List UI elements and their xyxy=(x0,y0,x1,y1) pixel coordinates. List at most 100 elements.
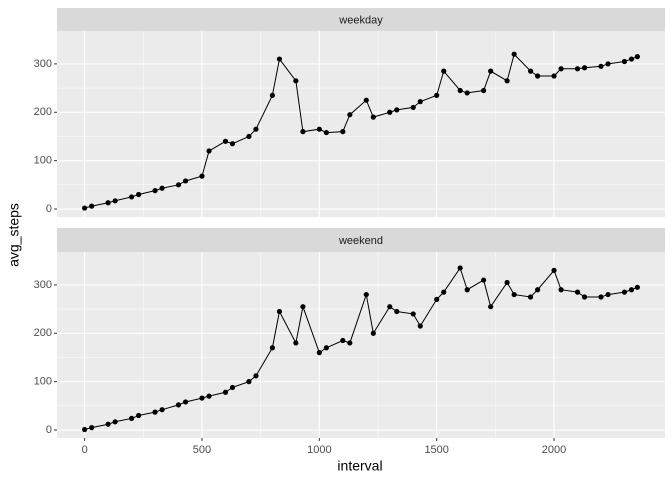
point xyxy=(511,291,517,298)
point xyxy=(634,284,640,290)
point xyxy=(417,99,423,105)
point xyxy=(535,287,541,293)
point xyxy=(222,389,229,395)
point xyxy=(598,63,604,69)
point xyxy=(293,78,299,84)
point xyxy=(558,287,564,293)
point xyxy=(527,68,534,74)
point xyxy=(551,267,557,273)
point xyxy=(457,87,463,94)
point xyxy=(464,287,470,293)
point xyxy=(136,191,142,198)
strip-label: weekday xyxy=(338,14,383,26)
point xyxy=(340,129,346,135)
point xyxy=(464,90,470,96)
point xyxy=(504,78,510,84)
point xyxy=(434,296,440,303)
strip xyxy=(57,8,665,31)
point xyxy=(269,92,275,98)
x-axis-title: interval xyxy=(337,458,382,474)
point xyxy=(394,107,400,113)
y-tick-label: 100 xyxy=(34,155,52,167)
point xyxy=(535,73,541,79)
point xyxy=(347,112,353,118)
point xyxy=(269,345,275,351)
point xyxy=(417,323,423,329)
y-axis-title: avg_steps xyxy=(6,203,22,267)
point xyxy=(206,393,212,399)
point xyxy=(387,109,393,115)
x-tick-label: 0 xyxy=(82,444,88,456)
point xyxy=(621,289,628,295)
point xyxy=(276,308,283,315)
y-tick-label: 100 xyxy=(34,376,52,388)
point xyxy=(511,51,517,57)
point xyxy=(300,304,306,310)
x-tick-label: 1000 xyxy=(307,444,331,456)
y-tick-label: 300 xyxy=(34,58,52,70)
point xyxy=(246,133,252,140)
point xyxy=(527,294,534,300)
point xyxy=(293,340,299,346)
point xyxy=(82,426,88,433)
point xyxy=(370,114,376,120)
point xyxy=(316,350,322,356)
point xyxy=(598,294,604,300)
point xyxy=(441,68,447,74)
y-tick-label: 300 xyxy=(34,279,52,291)
point xyxy=(488,68,494,74)
point xyxy=(182,178,189,184)
point xyxy=(253,373,259,379)
point xyxy=(605,61,611,67)
point xyxy=(105,200,111,206)
point xyxy=(82,205,88,211)
point xyxy=(159,185,165,191)
point xyxy=(112,419,118,425)
point xyxy=(246,379,252,385)
point xyxy=(504,279,510,286)
point xyxy=(276,56,283,62)
point xyxy=(199,173,205,179)
point xyxy=(481,87,487,94)
point xyxy=(558,66,564,72)
y-tick-label: 200 xyxy=(34,106,52,118)
point xyxy=(222,138,229,144)
strip-label: weekend xyxy=(338,235,383,247)
point xyxy=(434,92,440,98)
point xyxy=(488,304,494,310)
point xyxy=(229,141,236,147)
point xyxy=(105,421,111,427)
y-tick-label: 200 xyxy=(34,327,52,339)
x-tick-label: 500 xyxy=(193,444,211,456)
point xyxy=(410,311,416,317)
y-tick-label: 0 xyxy=(46,203,52,215)
point xyxy=(128,415,135,422)
point xyxy=(574,66,581,72)
point xyxy=(581,65,588,71)
point xyxy=(363,291,369,298)
point xyxy=(347,340,353,346)
point xyxy=(159,407,165,413)
point xyxy=(363,97,369,103)
point xyxy=(410,104,416,111)
point xyxy=(387,304,393,310)
point xyxy=(574,289,581,295)
point xyxy=(605,291,611,298)
point xyxy=(634,54,640,60)
point xyxy=(441,289,447,295)
point xyxy=(340,337,346,344)
point xyxy=(300,129,306,135)
point xyxy=(112,198,118,204)
point xyxy=(136,412,142,419)
point xyxy=(89,424,95,431)
point xyxy=(621,58,628,65)
point xyxy=(323,345,329,351)
point xyxy=(316,126,322,132)
strip xyxy=(57,228,665,252)
point xyxy=(152,188,158,194)
panel xyxy=(57,31,665,217)
point xyxy=(628,287,635,293)
point xyxy=(152,409,158,415)
point xyxy=(323,129,329,136)
